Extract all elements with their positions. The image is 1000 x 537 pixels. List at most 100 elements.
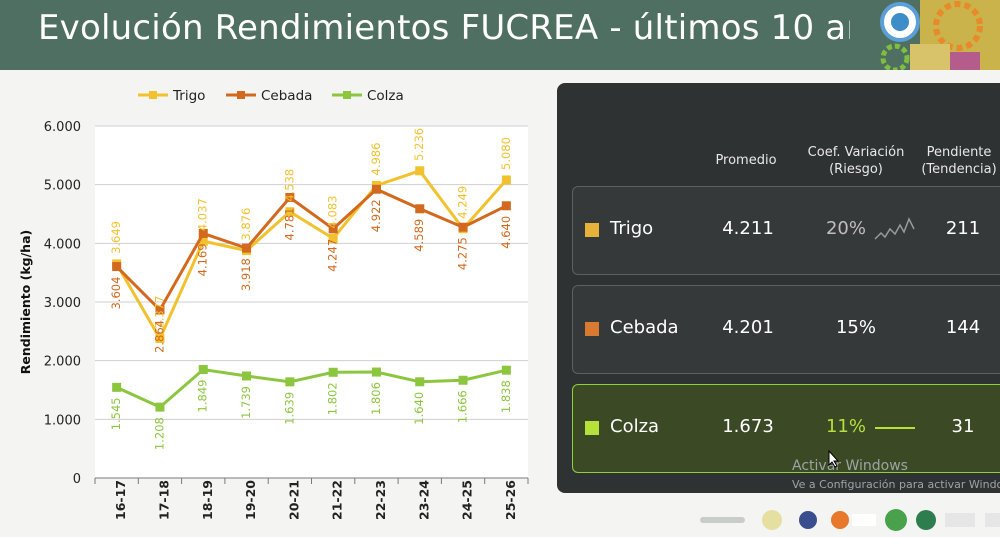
data-point-colza [415, 377, 425, 387]
zigzag-sparkline-icon [874, 217, 915, 240]
data-point-cebada [285, 193, 295, 203]
header-coef-line2: (Riesgo) [829, 162, 883, 177]
header-pendiente: Pendiente (Tendencia) [918, 144, 1000, 178]
data-label-colza: 1.666 [456, 390, 470, 423]
row-promedio: 1.673 [722, 416, 774, 437]
trigo-swatch [585, 223, 599, 237]
data-point-cebada [371, 184, 381, 194]
header-coef-line1: Coef. Variación [807, 145, 905, 160]
row-pendiente: 211 [945, 218, 981, 239]
x-tick-label: 24-25 [460, 480, 475, 520]
legend-marker-cebada [237, 91, 245, 99]
header-pendiente-line2: (Tendencia) [921, 162, 997, 177]
data-point-cebada [328, 224, 338, 234]
data-label-colza: 1.806 [369, 382, 383, 415]
data-point-cebada [415, 204, 425, 214]
windows-watermark-subtitle: Ve a Configuración para activar Windows. [792, 478, 1000, 491]
data-label-trigo: 3.876 [239, 208, 253, 241]
data-label-colza: 1.639 [282, 392, 296, 425]
x-tick-label: 19-20 [243, 480, 258, 520]
data-label-cebada: 4.781 [282, 208, 296, 241]
data-label-cebada: 4.169 [196, 243, 210, 276]
data-label-colza: 1.640 [412, 392, 426, 425]
data-label-colza: 1.545 [109, 397, 123, 430]
x-tick-label: 23-24 [416, 480, 431, 520]
header-promedio: Promedio [715, 153, 777, 168]
y-tick-label: 1.000 [44, 413, 81, 428]
y-tick-label: 2.000 [44, 355, 81, 370]
cebada-swatch [585, 322, 599, 336]
row-pendiente: 144 [945, 317, 981, 338]
x-tick-label: 16-17 [113, 480, 128, 520]
yield-line-chart: 0 1.000 2.000 3.000 4.000 5.000 6.000 16-17 17-1… [18, 88, 529, 520]
data-label-cebada: 4.589 [412, 219, 426, 252]
data-label-cebada: 4.922 [369, 199, 383, 232]
row-coef: 20% [825, 218, 866, 239]
data-label-cebada: 4.640 [499, 216, 513, 249]
data-label-cebada: 4.275 [456, 237, 470, 270]
row-name: Trigo [610, 218, 654, 239]
data-label-trigo: 4.083 [326, 196, 340, 229]
row-coef: 15% [835, 317, 876, 338]
y-tick-label: 3.000 [44, 296, 81, 311]
series-line-colza [116, 367, 507, 409]
header-pendiente-line1: Pendiente [926, 145, 992, 160]
data-label-cebada: 3.604 [109, 277, 123, 310]
data-point-cebada [458, 222, 468, 232]
summary-row-trigo: Trigo 4.211 20% 211 [572, 186, 1000, 275]
data-point-cebada [198, 228, 208, 238]
y-tick-label: 0 [73, 472, 81, 487]
data-label-trigo: 4.538 [282, 169, 296, 202]
data-label-colza: 1.849 [196, 380, 210, 413]
legend-marker-colza [343, 91, 351, 99]
data-label-colza: 1.739 [239, 386, 253, 419]
data-label-cebada: 3.918 [239, 258, 253, 291]
data-point-trigo [328, 233, 338, 243]
x-tick-label: 20-21 [286, 480, 301, 520]
data-point-cebada [155, 305, 165, 315]
y-tick-label: 5.000 [44, 179, 81, 194]
x-tick-label: 17-18 [156, 480, 171, 520]
legend-marker-trigo [149, 91, 157, 99]
slide-title: Evolución Rendimientos FUCREA - últimos … [38, 8, 907, 48]
row-name: Cebada [610, 317, 679, 338]
flat-sparkline-icon [875, 427, 915, 429]
data-point-colza [328, 367, 338, 377]
data-label-trigo: 5.080 [499, 137, 513, 170]
data-point-colza [198, 365, 208, 375]
data-label-cebada: 2.864 [152, 320, 166, 353]
row-promedio: 4.211 [722, 218, 774, 239]
colza-swatch [585, 421, 599, 435]
data-point-colza [458, 375, 468, 385]
decorative-gear-logo-icon [850, 0, 1000, 70]
data-label-cebada: 4.247 [326, 239, 340, 272]
data-point-colza [242, 371, 252, 381]
title-banner: Evolución Rendimientos FUCREA - últimos … [0, 0, 1000, 70]
windows-watermark-title: Activar Windows [792, 458, 908, 474]
data-point-trigo [501, 175, 511, 185]
data-point-trigo [415, 166, 425, 176]
series-line-cebada [115, 187, 508, 313]
summary-row-colza: Colza 1.673 11% 31 [572, 384, 1000, 473]
data-point-colza [285, 377, 295, 387]
legend-label-colza: Colza [367, 88, 404, 104]
data-point-cebada [501, 201, 511, 211]
x-tick-label: 18-19 [200, 480, 215, 520]
data-point-cebada [242, 243, 252, 253]
data-point-trigo [285, 207, 295, 217]
header-coef: Coef. Variación (Riesgo) [796, 144, 916, 178]
row-promedio: 4.201 [722, 317, 774, 338]
summary-row-cebada: Cebada 4.201 15% 144 [572, 285, 1000, 374]
data-label-trigo: 4.986 [369, 143, 383, 176]
series-line-trigo [115, 169, 508, 342]
data-point-colza [112, 382, 122, 392]
legend-label-trigo: Trigo [172, 88, 205, 104]
x-tick-label: 25-26 [503, 480, 518, 520]
data-point-colza [371, 367, 381, 377]
data-point-colza [155, 402, 165, 412]
y-axis-label: Rendimiento (kg/ha) [18, 230, 33, 374]
data-point-trigo [155, 334, 165, 344]
row-pendiente: 31 [951, 416, 975, 437]
y-tick-label: 6.000 [44, 120, 81, 135]
data-label-colza: 1.838 [499, 380, 513, 413]
